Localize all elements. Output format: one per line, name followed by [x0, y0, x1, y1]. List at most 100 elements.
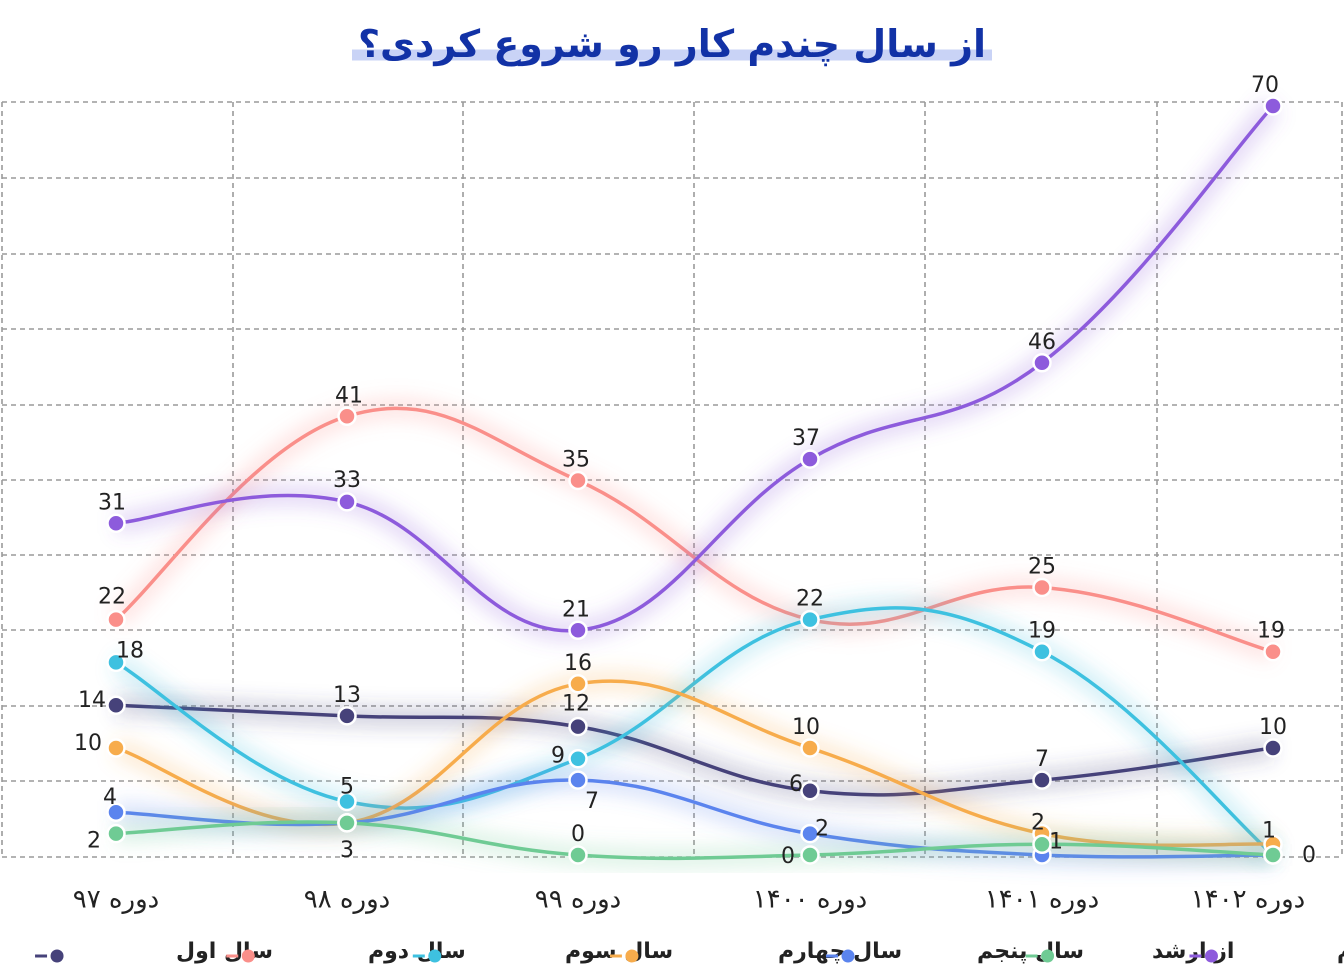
data-label: 33 — [333, 468, 361, 493]
data-label: 22 — [796, 587, 824, 612]
data-point — [1263, 641, 1283, 662]
x-tick-label: دوره ۹۸ — [304, 885, 391, 915]
data-point — [1263, 96, 1283, 116]
x-tick-label: دوره ۱۴۰۲ — [1191, 885, 1305, 915]
data-point — [1032, 353, 1052, 373]
legend-label: سال اول — [176, 939, 273, 964]
chart-title: از سال چندم کار رو شروع کردی؟ — [351, 22, 993, 66]
legend-marker — [841, 949, 855, 963]
data-label: 25 — [1028, 555, 1056, 580]
data-point — [106, 738, 126, 758]
data-point — [800, 609, 820, 630]
data-label: 6 — [789, 772, 803, 797]
data-point — [337, 406, 357, 427]
data-label: 5 — [340, 775, 354, 800]
data-point — [568, 748, 588, 769]
legend-marker — [428, 949, 442, 963]
data-label: 16 — [564, 651, 592, 676]
data-label: 0 — [571, 822, 585, 847]
x-tick-label: دوره ۱۴۰۰ — [753, 885, 867, 915]
legend: سال اول سال دوم سال سوم سال چهارم سال پنجم از… — [35, 939, 1344, 964]
legend-marker — [1204, 949, 1218, 963]
data-point — [106, 513, 126, 534]
data-point — [568, 770, 588, 790]
data-label: 3 — [340, 838, 354, 863]
data-label: 35 — [562, 448, 590, 473]
data-point — [106, 695, 126, 715]
data-label: 70 — [1251, 73, 1279, 98]
data-point — [568, 716, 588, 737]
data-point — [800, 738, 820, 758]
series-line — [114, 606, 1275, 857]
data-label: 0 — [781, 844, 795, 869]
legend-marker — [241, 949, 255, 963]
data-point — [1032, 641, 1052, 662]
data-label: 0 — [1302, 843, 1316, 868]
legend-label: سال دوم — [368, 939, 466, 964]
data-label: 14 — [78, 688, 106, 713]
data-label: 1 — [1262, 818, 1276, 843]
data-label: 12 — [562, 692, 590, 717]
data-point — [337, 813, 357, 833]
data-point — [106, 652, 126, 673]
data-label: 13 — [333, 683, 361, 708]
series-line — [114, 406, 1275, 654]
data-point — [800, 781, 820, 801]
legend-label: از ارشد — [1152, 939, 1234, 964]
data-label: 2 — [87, 829, 101, 854]
legend-marker — [625, 949, 639, 963]
data-label: 2 — [815, 817, 829, 842]
x-tick-label: دوره ۹۹ — [535, 885, 622, 915]
data-label: 2 — [1031, 811, 1045, 836]
data-point — [1263, 845, 1283, 865]
data-point — [1032, 770, 1052, 790]
data-label: 31 — [98, 490, 126, 515]
data-point — [106, 609, 126, 630]
data-label: 46 — [1028, 330, 1056, 355]
series-line — [114, 104, 1275, 633]
data-label: 41 — [335, 383, 363, 408]
series-line — [114, 820, 1275, 861]
data-point — [568, 620, 588, 641]
chart-title-wrap: از سال چندم کار رو شروع کردی؟ — [0, 22, 1344, 66]
x-axis-ticks: دوره ۹۷ دوره ۹۸ دوره ۹۹ دوره ۱۴۰۰ دوره ۱۴۰۱ د… — [73, 885, 1305, 915]
data-label: 10 — [74, 731, 102, 756]
data-point — [1263, 738, 1283, 758]
series-points — [106, 96, 1283, 865]
data-point — [337, 706, 357, 726]
data-label: 19 — [1257, 619, 1285, 644]
x-tick-label: دوره ۹۷ — [73, 885, 160, 915]
data-point — [337, 492, 357, 512]
data-point — [800, 449, 820, 469]
data-point — [568, 674, 588, 694]
legend-label: کار نکردم — [1337, 939, 1344, 964]
data-label: 4 — [103, 785, 117, 810]
legend-marker — [1041, 949, 1055, 963]
legend-label: سال سوم — [565, 939, 673, 964]
data-label: 10 — [1259, 715, 1287, 740]
data-point — [800, 845, 820, 865]
data-point — [800, 823, 820, 844]
data-label: 7 — [1035, 747, 1049, 772]
data-label: 18 — [116, 638, 144, 663]
data-label: 37 — [792, 426, 820, 451]
legend-marker — [50, 949, 64, 963]
data-label: 21 — [562, 597, 590, 622]
data-point — [106, 823, 126, 844]
data-label: 1 — [1049, 829, 1063, 854]
series-lines — [108, 98, 1282, 870]
legend-label: سال چهارم — [778, 939, 902, 964]
data-label: 19 — [1028, 619, 1056, 644]
data-point — [337, 791, 357, 812]
data-point — [1032, 834, 1052, 855]
series-line — [114, 703, 1275, 797]
data-label: 10 — [792, 715, 820, 740]
data-label: 7 — [585, 789, 599, 814]
data-point — [106, 802, 126, 822]
data-label: 22 — [98, 585, 126, 610]
data-point — [568, 470, 588, 491]
data-point — [1032, 577, 1052, 598]
data-label: 9 — [551, 744, 565, 769]
